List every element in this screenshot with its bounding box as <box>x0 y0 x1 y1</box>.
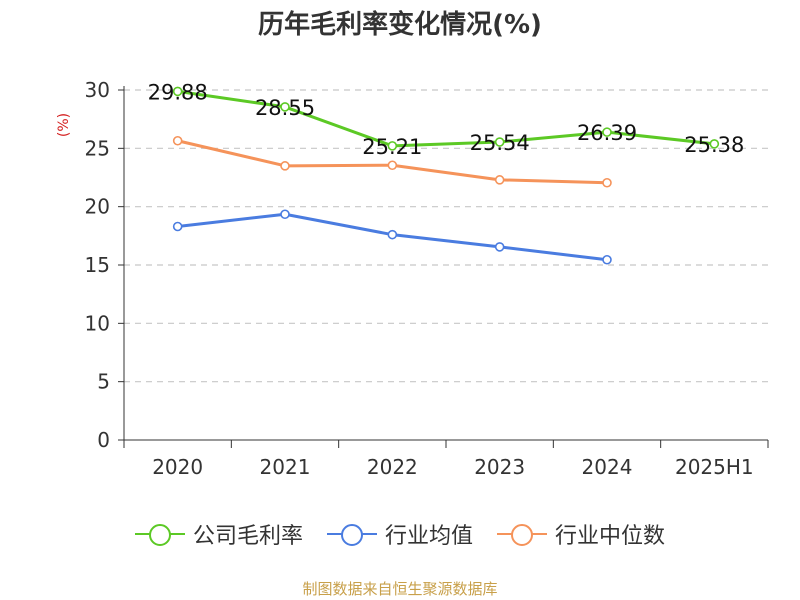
data-point-2 <box>280 161 290 171</box>
data-point-0 <box>172 86 183 97</box>
legend-marker-company <box>134 524 185 546</box>
legend-label-industry-median: 行业中位数 <box>555 524 666 549</box>
source-note: 制图数据来自恒生聚源数据库 <box>302 580 498 598</box>
data-label: 26.39 <box>577 121 637 145</box>
x-tick-label: 2021 <box>260 455 311 479</box>
y-tick-label: 0 <box>97 428 110 452</box>
data-label: 28.55 <box>255 96 315 120</box>
data-label: 25.54 <box>470 131 530 155</box>
chart-title: 历年毛利率变化情况(%) <box>258 10 542 40</box>
data-point-1 <box>602 254 612 265</box>
data-point-0 <box>494 137 505 147</box>
y-axis-label: (%) <box>56 113 72 137</box>
x-tick-label: 2025H1 <box>675 455 754 479</box>
legend-label-industry-mean: 行业均值 <box>384 524 473 549</box>
data-point-0 <box>280 102 290 112</box>
x-tick-label: 2023 <box>474 455 525 479</box>
data-label: 25.38 <box>684 133 744 157</box>
legend: 公司毛利率 行业均值 行业中位数 <box>0 518 800 550</box>
y-tick-label: 15 <box>85 253 110 277</box>
data-label: 25.21 <box>362 135 422 159</box>
legend-marker-industry-median <box>497 524 547 546</box>
legend-marker-industry-mean <box>326 524 377 546</box>
data-point-0 <box>387 141 398 151</box>
data-point-2 <box>602 177 612 188</box>
data-point-2 <box>387 160 398 171</box>
legend-item-industry-mean[interactable]: 行业均值 <box>326 518 473 550</box>
data-label: 29.88 <box>148 80 208 104</box>
data-point-1 <box>280 209 290 220</box>
y-tick-label: 25 <box>85 136 110 160</box>
series-line-0 <box>177 89 715 148</box>
y-tick-label: 30 <box>85 78 110 102</box>
data-point-1 <box>172 221 183 232</box>
data-point-1 <box>494 242 505 252</box>
x-tick-label: 2022 <box>367 455 418 479</box>
y-tick-label: 20 <box>85 195 110 219</box>
data-point-0 <box>709 139 720 149</box>
y-tick-label: 10 <box>85 311 110 335</box>
data-point-1 <box>387 229 398 240</box>
y-tick-label: 5 <box>97 370 110 394</box>
x-tick-label: 2020 <box>152 455 203 479</box>
legend-item-industry-median[interactable]: 行业中位数 <box>497 518 665 550</box>
legend-item-company[interactable]: 公司毛利率 <box>134 518 303 550</box>
legend-label-company: 公司毛利率 <box>192 524 303 549</box>
data-point-0 <box>602 127 612 137</box>
data-point-2 <box>494 175 505 185</box>
data-point-2 <box>172 135 183 146</box>
x-tick-label: 2024 <box>582 455 633 479</box>
